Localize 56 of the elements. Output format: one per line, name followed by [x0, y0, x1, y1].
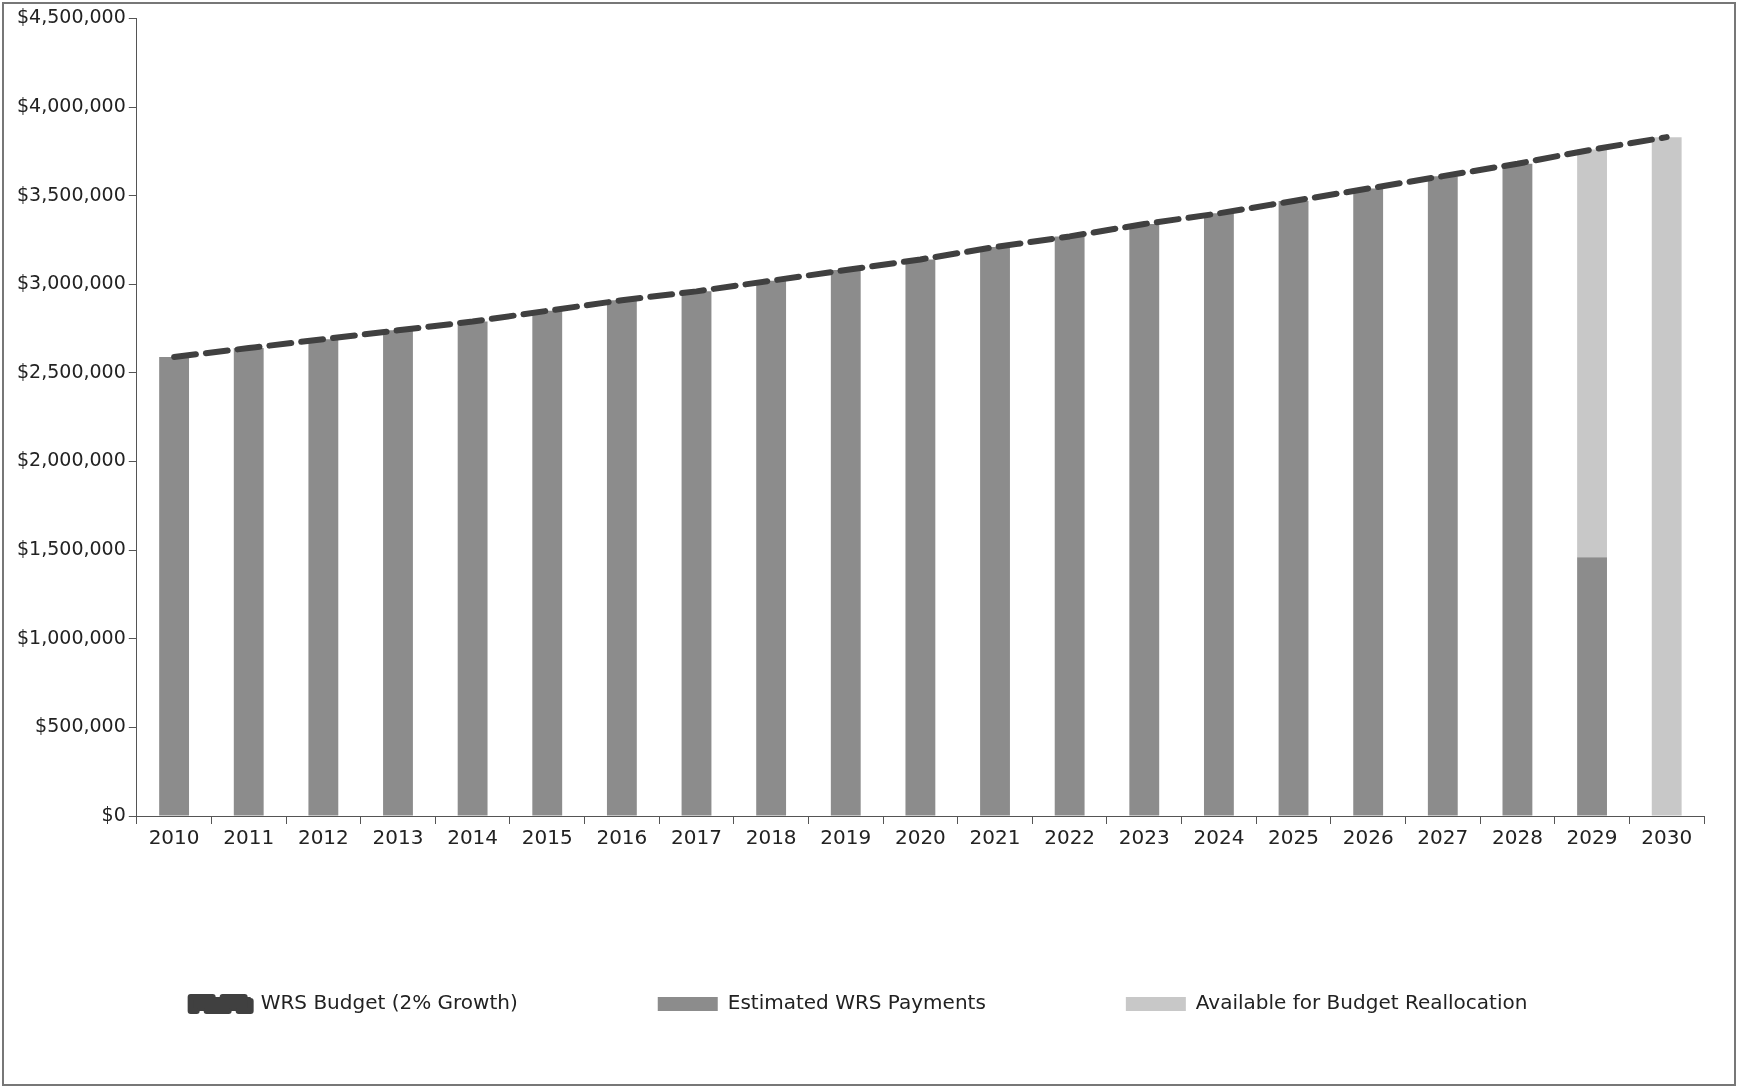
y-tick-label: $4,000,000 — [16, 93, 126, 116]
bar — [756, 280, 787, 816]
bar — [606, 300, 637, 816]
y-tick-label: $2,000,000 — [16, 448, 126, 471]
x-tick-label: 2016 — [596, 825, 648, 850]
bar — [233, 348, 264, 816]
x-tick-label: 2021 — [969, 825, 1021, 850]
x-tick-label: 2028 — [1491, 825, 1543, 850]
bar — [1278, 200, 1309, 816]
bar — [532, 310, 563, 816]
y-tick-label: $3,000,000 — [16, 271, 126, 294]
legend-label: Estimated WRS Payments — [727, 990, 986, 1015]
bar — [681, 291, 712, 816]
x-tick-label: 2020 — [894, 825, 946, 850]
bar — [1054, 236, 1085, 816]
x-tick-label: 2024 — [1193, 825, 1245, 850]
y-tick-label: $3,500,000 — [16, 182, 126, 205]
x-tick-label: 2012 — [297, 825, 349, 850]
x-tick-label: 2013 — [372, 825, 424, 850]
bar — [308, 339, 339, 816]
x-tick-label: 2015 — [521, 825, 573, 850]
x-tick-label: 2025 — [1268, 825, 1319, 850]
bar — [159, 356, 190, 816]
bar — [1577, 557, 1607, 816]
x-tick-label: 2011 — [223, 825, 275, 850]
legend-label: Available for Budget Reallocation — [1195, 990, 1528, 1015]
x-tick-label: 2026 — [1342, 825, 1394, 850]
bar — [383, 330, 413, 816]
bar — [1203, 213, 1234, 816]
x-tick-label: 2010 — [148, 825, 200, 850]
bar — [905, 259, 936, 816]
y-tick-label: $500,000 — [35, 714, 126, 737]
y-tick-label: $1,000,000 — [16, 625, 126, 648]
bar — [1651, 137, 1682, 816]
y-tick-label: $2,500,000 — [16, 359, 126, 382]
y-tick-label: $4,500,000 — [16, 5, 126, 28]
bar — [1502, 163, 1533, 816]
y-tick-label: $0 — [101, 802, 126, 825]
x-tick-label: 2022 — [1044, 825, 1096, 850]
x-tick-label: 2023 — [1118, 825, 1170, 850]
x-tick-label: 2018 — [745, 825, 797, 850]
bar — [457, 321, 488, 816]
bar — [1577, 149, 1607, 558]
bar — [1129, 224, 1160, 816]
bar — [830, 270, 861, 816]
x-tick-label: 2014 — [447, 825, 499, 850]
x-tick-label: 2019 — [820, 825, 872, 850]
bar — [980, 247, 1010, 816]
legend-label: WRS Budget (2% Growth) — [260, 990, 518, 1015]
x-tick-label: 2030 — [1641, 825, 1693, 850]
bar — [1427, 176, 1458, 816]
x-tick-label: 2017 — [671, 825, 722, 850]
x-tick-label: 2027 — [1417, 825, 1469, 850]
y-tick-label: $1,500,000 — [16, 537, 126, 560]
bar — [1353, 188, 1384, 816]
x-tick-label: 2029 — [1566, 825, 1618, 850]
